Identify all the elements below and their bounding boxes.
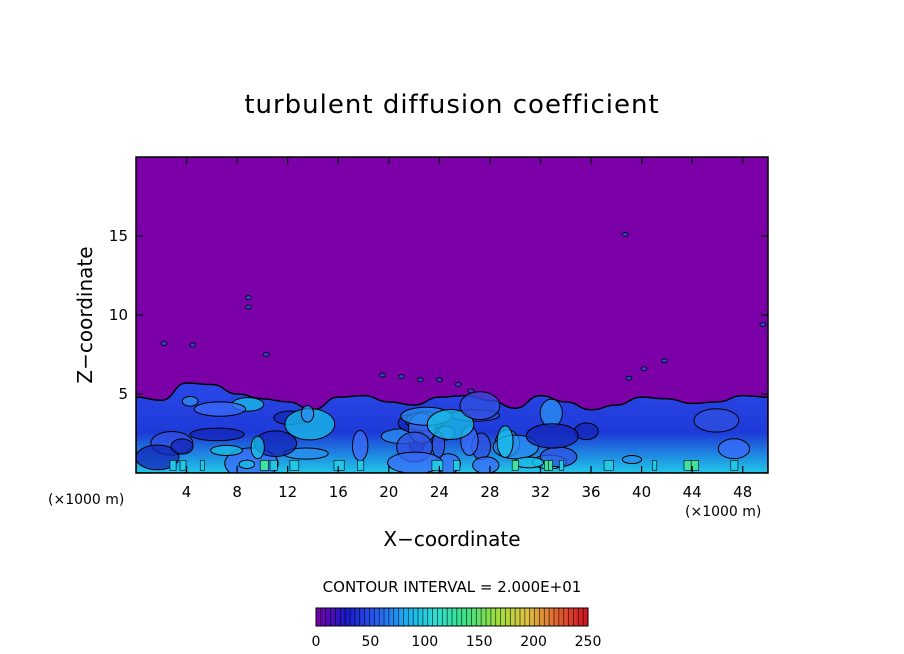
x-tick-label: 32: [531, 483, 550, 501]
surface-streak: [169, 460, 177, 471]
x-unit-right: (×1000 m): [685, 504, 761, 520]
x-tick-label: 24: [430, 483, 449, 501]
speck: [189, 342, 197, 348]
surface-streak: [333, 460, 345, 471]
colorbar-ticks: 0 50 100 150 200 250: [312, 634, 602, 650]
x-tick-label: 48: [733, 483, 752, 501]
eddy: [621, 455, 643, 465]
eddy: [250, 435, 265, 460]
speck: [435, 377, 443, 383]
speck: [262, 352, 270, 357]
x-tick-label: 40: [632, 483, 651, 501]
speck: [245, 295, 252, 301]
speck: [640, 366, 648, 372]
y-tick-label: 5: [118, 385, 128, 403]
x-axis-ticks: 4 8 12 16 20 24 28 32 36 40 44 48: [182, 157, 752, 501]
surface-streak: [289, 460, 300, 471]
eddy: [351, 430, 369, 462]
surface-streak: [431, 460, 444, 471]
eddy: [426, 409, 475, 440]
colorbar-stripes: [320, 608, 584, 626]
surface-streak: [357, 460, 365, 471]
eddy: [238, 459, 256, 470]
plot-area: [136, 157, 768, 473]
x-tick-label: 4: [182, 483, 192, 501]
surface-streak: [453, 460, 461, 471]
eddy: [181, 395, 199, 407]
x-tick-label: 12: [278, 483, 297, 501]
surface-streak: [259, 460, 269, 471]
y-axis-ticks: 5 10 15: [109, 227, 768, 403]
surface-streak: [690, 460, 699, 471]
x-tick-label: 44: [683, 483, 702, 501]
eddy: [189, 427, 245, 442]
surface-streak: [199, 460, 205, 471]
eddy: [472, 456, 500, 473]
surface-streak: [548, 460, 553, 471]
chart-title: turbulent diffusion coefficient: [244, 90, 659, 120]
x-axis-label: X−coordinate: [383, 527, 520, 551]
surface-streak: [730, 460, 739, 471]
upper-specks: [160, 232, 767, 394]
colorbar-tick-label: 250: [575, 634, 602, 650]
colorbar-tick-label: 150: [466, 634, 493, 650]
surface-streak: [179, 460, 187, 471]
speck: [759, 322, 767, 327]
eddy: [210, 444, 243, 456]
surface-streak: [511, 460, 519, 471]
eddy: [136, 444, 180, 471]
eddy: [193, 401, 247, 417]
speck: [467, 388, 475, 394]
speck: [454, 382, 462, 387]
y-axis-label: Z−coordinate: [73, 246, 97, 383]
colorbar-tick-label: 200: [520, 634, 547, 650]
speck: [416, 377, 424, 383]
speck: [621, 232, 629, 237]
surface-streak: [652, 460, 658, 471]
eddy: [300, 404, 315, 423]
x-tick-label: 36: [581, 483, 600, 501]
colorbar: 0 50 100 150 200 250: [312, 607, 602, 650]
x-tick-label: 16: [329, 483, 348, 501]
eddy: [717, 438, 751, 460]
eddy: [539, 398, 563, 428]
colorbar-tick-label: 100: [411, 634, 438, 650]
eddy: [170, 438, 194, 455]
speck: [160, 341, 168, 346]
colorbar-tick-label: 0: [312, 634, 321, 650]
x-unit-left: (×1000 m): [48, 492, 124, 508]
colorbar-tick-label: 50: [361, 634, 379, 650]
eddy: [496, 425, 514, 458]
eddy-patterns: [136, 391, 751, 473]
x-tick-label: 8: [232, 483, 242, 501]
speck: [245, 304, 252, 310]
x-tick-label: 28: [480, 483, 499, 501]
speck: [660, 358, 668, 364]
eddy: [525, 423, 579, 449]
surface-streak: [269, 460, 278, 471]
contour-interval: CONTOUR INTERVAL = 2.000E+01: [323, 578, 582, 596]
y-tick-label: 10: [109, 306, 128, 324]
x-tick-label: 20: [379, 483, 398, 501]
surface-streak: [603, 460, 614, 471]
y-tick-label: 15: [109, 227, 128, 245]
speck: [625, 375, 633, 381]
speck: [398, 374, 405, 380]
surface-streak: [559, 460, 564, 471]
eddy: [459, 391, 501, 421]
speck: [379, 372, 386, 378]
eddy: [693, 408, 740, 433]
